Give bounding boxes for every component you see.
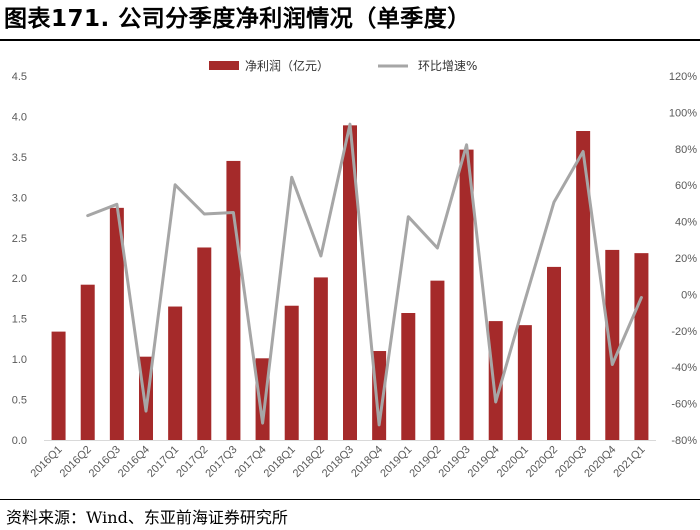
x-tick-label: 2020Q4 (582, 444, 618, 480)
bar (372, 351, 387, 440)
bar (459, 149, 474, 440)
x-tick-label: 2018Q2 (291, 444, 327, 480)
x-tick-label: 2017Q1 (145, 444, 181, 480)
x-tick-label: 2016Q2 (58, 444, 94, 480)
source-rule (0, 499, 700, 500)
x-tick-label: 2017Q2 (174, 444, 210, 480)
bar (547, 266, 561, 440)
y-right-tick-label: 40% (675, 217, 697, 229)
x-tick-label: 2018Q4 (349, 444, 385, 480)
x-tick-label: 2018Q1 (262, 444, 298, 480)
y-right-tick-label: -40% (671, 362, 697, 374)
bar (313, 277, 328, 440)
y-left-tick-label: 1.5 (12, 314, 27, 326)
x-tick-label: 2020Q3 (553, 444, 589, 480)
y-right-tick-label: 120% (669, 71, 697, 83)
bar (197, 247, 212, 440)
bar (517, 325, 532, 440)
y-right-tick-label: 60% (675, 180, 697, 192)
x-tick-label: 2020Q2 (524, 444, 560, 480)
y-right-tick-label: -80% (671, 435, 697, 447)
y-right-tick-label: 0% (681, 289, 697, 301)
bar (488, 321, 503, 440)
x-tick-label: 2019Q4 (466, 444, 502, 480)
title-rule (0, 39, 700, 41)
y-right-tick-label: 80% (675, 144, 697, 156)
bar (168, 306, 183, 440)
x-tick-label: 2019Q2 (407, 444, 443, 480)
y-right-tick-label: -60% (671, 399, 697, 411)
y-left-tick-label: 0.5 (12, 395, 27, 407)
x-tick-label: 2016Q1 (29, 444, 65, 480)
y-right-tick-label: 100% (669, 107, 697, 119)
x-tick-label: 2016Q4 (116, 444, 152, 480)
bar (284, 305, 299, 440)
bar (255, 358, 270, 440)
figure-title: 图表171. 公司分季度净利润情况（单季度） (4, 6, 471, 32)
growth-line (86, 122, 643, 427)
y-left-tick-label: 3.0 (12, 192, 27, 204)
y-right-tick-label: -20% (671, 326, 697, 338)
bar (605, 249, 620, 440)
bar (51, 331, 66, 440)
y-left-tick-label: 2.5 (12, 233, 27, 245)
bar (109, 207, 124, 440)
bar (226, 160, 241, 440)
bar (343, 125, 357, 440)
x-tick-label: 2017Q3 (203, 444, 239, 480)
legend-line-label: 环比增速% (418, 59, 477, 73)
x-tick-label: 2016Q3 (87, 444, 123, 480)
bar (401, 313, 416, 440)
x-tick-label: 2019Q3 (437, 444, 473, 480)
bar (430, 280, 445, 440)
y-left-tick-label: 4.0 (12, 111, 27, 123)
x-tick-label: 2021Q1 (611, 444, 647, 480)
x-tick-label: 2018Q3 (320, 444, 356, 480)
bar (576, 131, 591, 440)
y-left-tick-label: 3.5 (12, 152, 27, 164)
y-left-tick-label: 2.0 (12, 273, 27, 285)
y-left-tick-label: 1.0 (12, 354, 27, 366)
y-left-tick-label: 4.5 (12, 71, 27, 83)
y-left-tick-label: 0.0 (12, 435, 27, 447)
bar (80, 284, 95, 440)
x-tick-label: 2019Q1 (378, 444, 414, 480)
figure-source: 资料来源：Wind、东亚前海证券研究所 (6, 508, 288, 527)
y-right-tick-label: 20% (675, 253, 697, 265)
legend-bar-label: 净利润（亿元） (245, 58, 329, 73)
x-tick-label: 2020Q1 (495, 444, 531, 480)
bar (634, 253, 649, 440)
chart: 0.0 0.5 1.0 1.5 2.0 2.5 3.0 3.5 4.0 4.5 -80% -60% -4… (12, 58, 698, 480)
legend-bar-swatch (209, 61, 239, 70)
x-tick-label: 2017Q4 (233, 444, 269, 480)
